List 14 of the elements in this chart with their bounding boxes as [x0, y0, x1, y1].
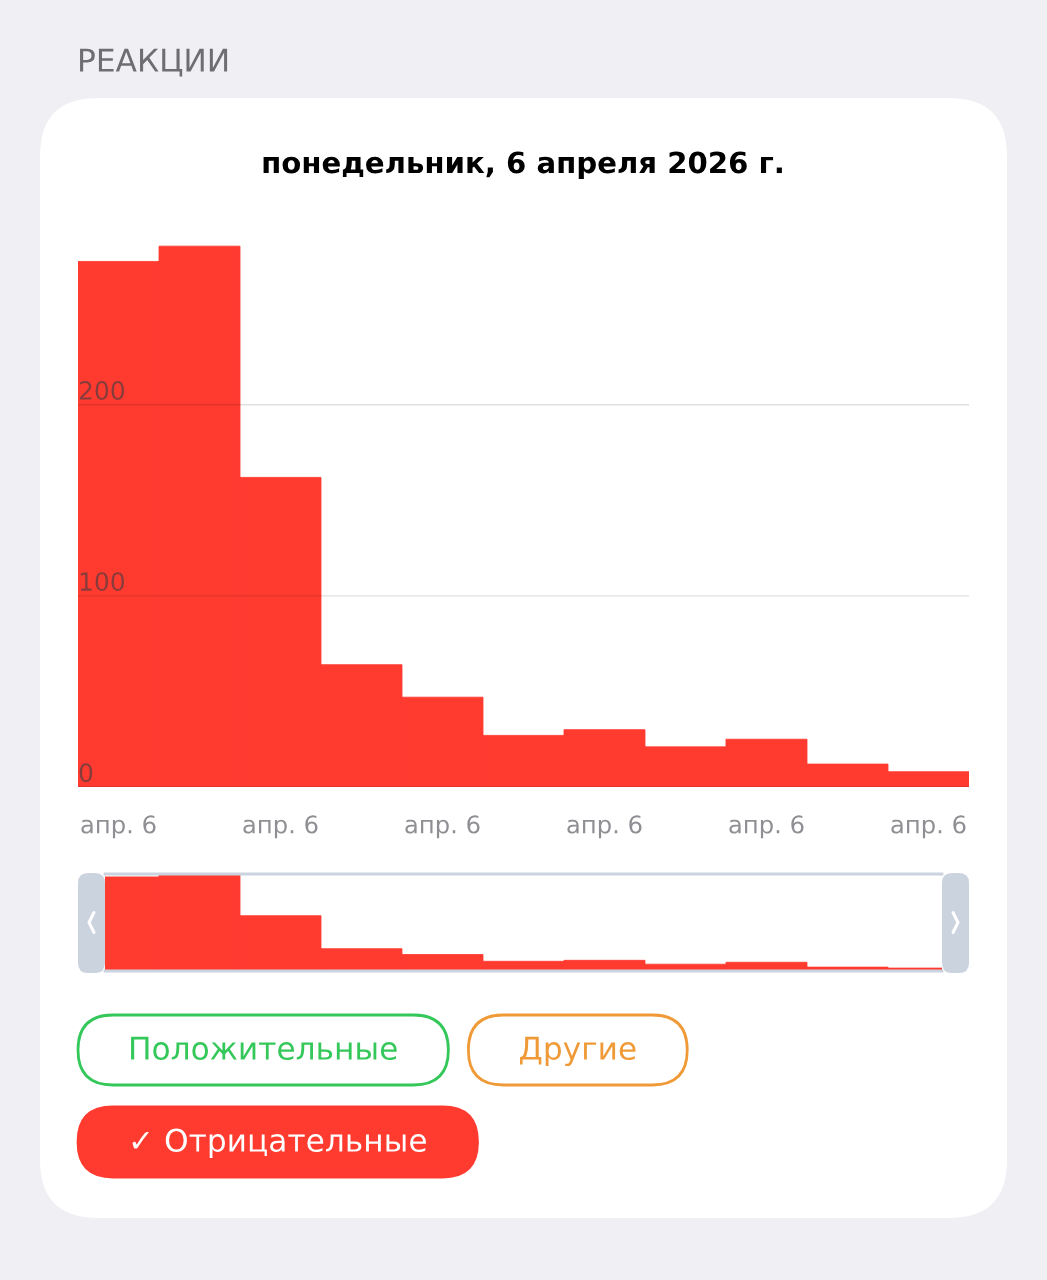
x-tick-label: апр. 6	[891, 815, 966, 839]
y-tick-label: 200	[79, 381, 125, 400]
legend-label: Положительные	[131, 1036, 397, 1061]
text: понедельник, 6 апреля 2026 г.	[263, 151, 782, 180]
x-tick-label: апр. 6	[243, 815, 318, 839]
legend-label: Другие	[520, 1036, 636, 1067]
chart-title: РЕАКЦИИ	[80, 48, 228, 77]
y-tick-label: 100	[80, 572, 125, 592]
x-tick-label: апр. 6	[81, 815, 156, 839]
y-tick-label: 0	[79, 763, 93, 783]
x-tick-label: апр. 6	[567, 815, 642, 839]
text: ✓ Отрицательные	[132, 1128, 426, 1159]
x-tick-label: апр. 6	[729, 815, 804, 839]
x-tick-label: апр. 6	[405, 815, 480, 839]
